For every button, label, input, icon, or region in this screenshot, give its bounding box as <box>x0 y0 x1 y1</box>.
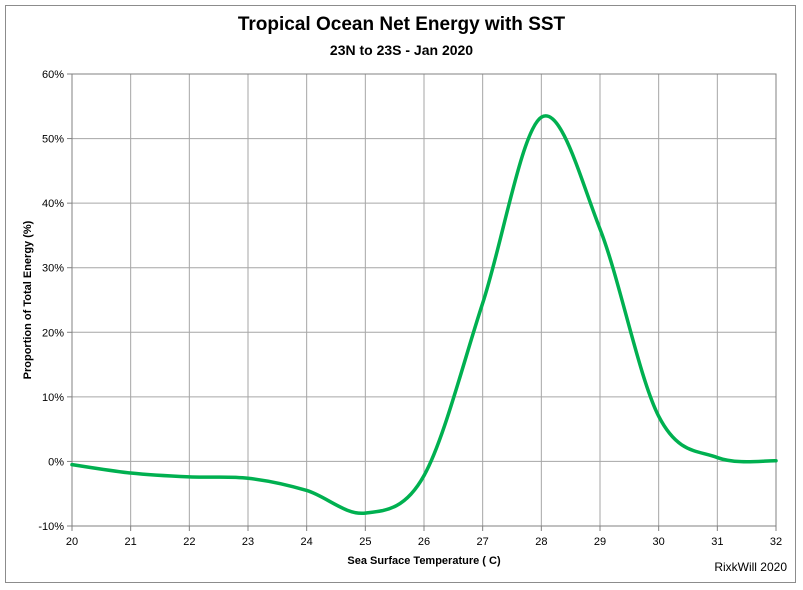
y-tick-label: 20% <box>42 327 64 339</box>
plot-area-border <box>71 73 777 527</box>
chart-subtitle: 23N to 23S - Jan 2020 <box>329 42 474 58</box>
x-tick-label: 27 <box>477 536 489 548</box>
x-tick-label: 20 <box>66 536 78 548</box>
y-tick-label: 60% <box>42 69 64 81</box>
y-tick-label: 50% <box>42 134 64 146</box>
y-tick-label: -10% <box>38 521 64 533</box>
y-tick-label: 40% <box>42 198 64 210</box>
x-tick-label: 26 <box>418 536 430 548</box>
y-tick-label: 0% <box>48 456 64 468</box>
chart-title: Tropical Ocean Net Energy with SST <box>237 14 566 35</box>
x-tick-label: 29 <box>594 536 606 548</box>
x-tick-label: 24 <box>301 536 313 548</box>
credit-text: RixkWill 2020 <box>714 560 787 574</box>
x-tick-label: 21 <box>125 536 137 548</box>
x-tick-label: 23 <box>242 536 254 548</box>
x-tick-label: 32 <box>770 536 782 548</box>
x-tick-label: 25 <box>359 536 371 548</box>
x-tick-label: 28 <box>535 536 547 548</box>
chart-frame <box>5 5 796 583</box>
y-tick-label: 30% <box>42 263 64 275</box>
y-tick-label: 10% <box>42 392 64 404</box>
x-tick-label: 31 <box>711 536 723 548</box>
grid-lines <box>67 73 777 531</box>
series-line <box>70 114 778 515</box>
y-axis-ticks: -10% 0% 10% 20% 30% 40% 50% 60% <box>38 69 64 533</box>
x-tick-label: 22 <box>183 536 195 548</box>
x-tick-label: 30 <box>653 536 665 548</box>
series-group <box>70 114 778 515</box>
y-axis-label: Proportion of Total Energy (%) <box>22 220 34 379</box>
x-axis-label: Sea Surface Temperature ( C) <box>347 555 501 567</box>
x-axis-ticks: 20 21 22 23 24 25 26 27 28 29 30 31 32 <box>66 536 782 548</box>
